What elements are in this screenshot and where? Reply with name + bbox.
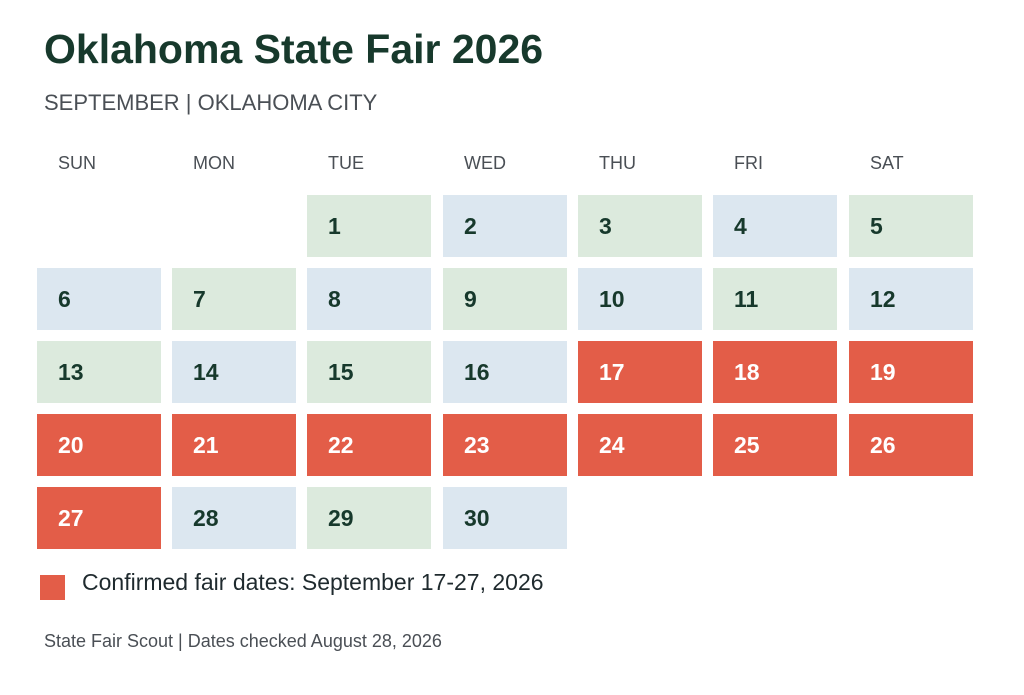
day-cell-29: 29 xyxy=(307,487,431,549)
day-cell-30: 30 xyxy=(443,487,567,549)
day-cell-16: 16 xyxy=(443,341,567,403)
day-cell-8: 8 xyxy=(307,268,431,330)
day-cell-26: 26 xyxy=(849,414,973,476)
weekday-label-mon: MON xyxy=(193,153,235,173)
weekday-label-wed: WED xyxy=(464,153,506,173)
page-subtitle: SEPTEMBER | OKLAHOMA CITY xyxy=(44,90,378,115)
day-cell-20: 20 xyxy=(37,414,161,476)
day-cell-2: 2 xyxy=(443,195,567,257)
day-cell-3: 3 xyxy=(578,195,702,257)
day-cell-19: 19 xyxy=(849,341,973,403)
day-cell-10: 10 xyxy=(578,268,702,330)
legend-label: Confirmed fair dates: September 17-27, 2… xyxy=(82,569,544,595)
legend-swatch xyxy=(40,575,65,600)
day-cell-25: 25 xyxy=(713,414,837,476)
day-cell-28: 28 xyxy=(172,487,296,549)
day-cell-15: 15 xyxy=(307,341,431,403)
day-cell-18: 18 xyxy=(713,341,837,403)
day-cell-27: 27 xyxy=(37,487,161,549)
day-cell-1: 1 xyxy=(307,195,431,257)
day-cell-21: 21 xyxy=(172,414,296,476)
day-cell-23: 23 xyxy=(443,414,567,476)
weekday-label-tue: TUE xyxy=(328,153,364,173)
day-cell-7: 7 xyxy=(172,268,296,330)
day-cell-9: 9 xyxy=(443,268,567,330)
day-cell-17: 17 xyxy=(578,341,702,403)
weekday-label-sat: SAT xyxy=(870,153,904,173)
day-cell-14: 14 xyxy=(172,341,296,403)
weekday-label-fri: FRI xyxy=(734,153,763,173)
day-cell-12: 12 xyxy=(849,268,973,330)
day-cell-22: 22 xyxy=(307,414,431,476)
source-footer: State Fair Scout | Dates checked August … xyxy=(44,631,442,651)
day-cell-11: 11 xyxy=(713,268,837,330)
day-cell-5: 5 xyxy=(849,195,973,257)
weekday-label-sun: SUN xyxy=(58,153,97,173)
day-cell-4: 4 xyxy=(713,195,837,257)
weekday-label-thu: THU xyxy=(599,153,636,173)
day-cell-13: 13 xyxy=(37,341,161,403)
page-title: Oklahoma State Fair 2026 xyxy=(44,26,544,72)
day-cell-6: 6 xyxy=(37,268,161,330)
day-cell-24: 24 xyxy=(578,414,702,476)
